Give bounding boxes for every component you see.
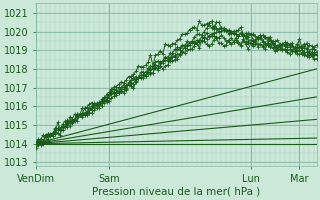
X-axis label: Pression niveau de la mer( hPa ): Pression niveau de la mer( hPa ) [92, 187, 260, 197]
